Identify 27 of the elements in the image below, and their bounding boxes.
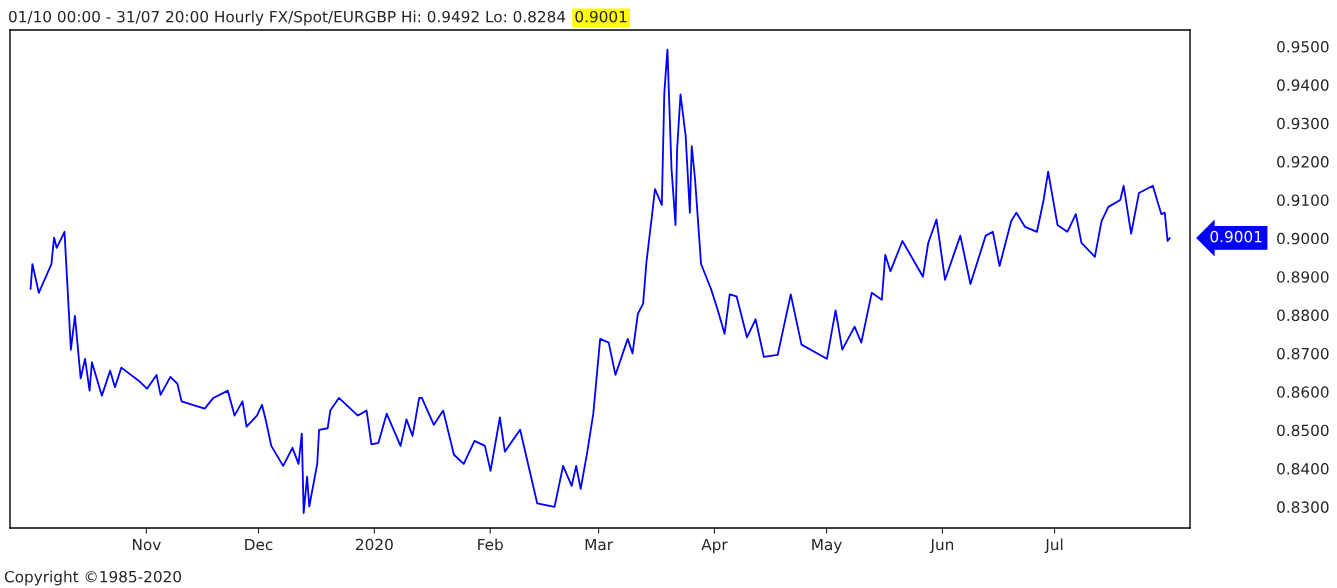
y-tick-label: 0.8300 <box>1277 501 1329 513</box>
y-tick-label: 0.8900 <box>1277 271 1329 283</box>
text: 0.9001 <box>1210 230 1262 243</box>
y-tick-label: 0.8700 <box>1277 347 1329 360</box>
chart-subtitle: 0.9001 <box>575 10 627 23</box>
y-tick-label: 0.9300 <box>1277 117 1329 130</box>
y-tick-label: 0.9100 <box>1277 194 1329 206</box>
y-tick-label: 0.9000 <box>1277 232 1329 245</box>
x-tick-label: Mar <box>585 538 614 551</box>
y-tick-label: 0.9400 <box>1277 79 1329 91</box>
text: Copyright ©1985-2020 <box>4 570 182 586</box>
line-series <box>29 48 1171 514</box>
y-tick-label: 0.9500 <box>1277 40 1329 53</box>
x-tick-label: May <box>812 538 842 554</box>
x-tick-label: Apr <box>701 538 728 554</box>
chart-title: 01/10 00:00 - 31/07 20:00 Hourly FX/Spot/EURGBP Hi: 0.9492 Lo: 0.8284 <box>9 10 566 26</box>
y-tick-label: 0.8600 <box>1277 386 1329 398</box>
y-tick-label: 0.8400 <box>1277 463 1329 475</box>
y-tick-label: 0.9200 <box>1277 156 1329 168</box>
x-tick-label: Feb <box>478 538 503 551</box>
x-tick-label: Dec <box>245 538 273 551</box>
x-tick-label: 2020 <box>356 538 393 551</box>
y-tick-label: 0.8800 <box>1277 309 1329 322</box>
x-tick-label: Jul <box>1044 538 1063 554</box>
x-tick-label: Nov <box>132 538 161 551</box>
x-tick-label: Jun <box>929 538 954 554</box>
y-tick-label: 0.8500 <box>1277 424 1329 437</box>
